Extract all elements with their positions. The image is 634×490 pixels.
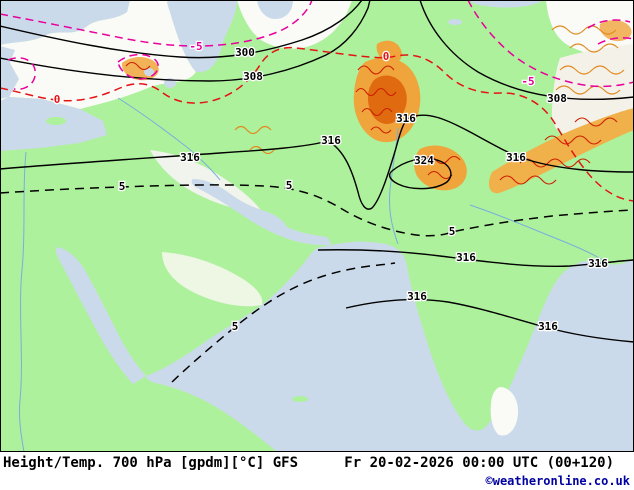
isotherm-0 <box>0 46 634 202</box>
contour-label: 316 <box>396 112 416 125</box>
terrain-contour <box>427 170 453 180</box>
height-contour-316 <box>0 114 634 210</box>
tibet-region <box>551 44 634 134</box>
terrain-contour <box>569 43 619 53</box>
contour-label: 316 <box>456 251 476 264</box>
contour-label: 5 <box>286 179 293 192</box>
lake-balkhash <box>468 0 545 8</box>
isotherm-minus5 <box>467 0 634 88</box>
height-contour-324 <box>388 157 452 190</box>
contour-label: 5 <box>449 225 456 238</box>
contour-label: 316 <box>180 151 200 164</box>
mesopotamia-desert <box>150 150 260 210</box>
isotherm-minus5 <box>117 53 159 80</box>
sri-lanka-island <box>490 387 519 436</box>
isotherm-minus5 <box>0 0 313 47</box>
contour-label: 5 <box>232 320 239 333</box>
height-contour-316 <box>317 249 634 268</box>
isotherm-minus5 <box>587 19 631 29</box>
map-title: Height/Temp. 700 hPa [gpdm][°C] GFS <box>3 455 299 471</box>
terrain-contour <box>555 85 621 95</box>
terrain-contour <box>574 117 618 127</box>
isotherm-5 <box>171 262 396 383</box>
cyprus-island <box>46 117 66 125</box>
contour-label: 0 <box>54 93 61 106</box>
terrain-contour <box>370 126 392 134</box>
copyright-notice: ©weatheronline.co.uk <box>485 474 631 488</box>
euphrates-river <box>117 97 221 181</box>
persian-gulf <box>191 179 332 246</box>
contour-label: -5 <box>521 75 534 88</box>
contour-label: 316 <box>588 257 608 270</box>
map-datetime: Fr 20-02-2026 00:00 UTC (00+120) <box>344 455 614 471</box>
height-contour-308 <box>419 0 634 101</box>
contour-label: 0 <box>383 50 390 63</box>
karakoram-core <box>367 75 407 124</box>
contour-label: 5 <box>119 180 126 193</box>
isotherm-minus5 <box>597 37 634 45</box>
terrain-contour <box>423 155 461 165</box>
terrain-contour <box>234 125 272 135</box>
terrain-contour <box>125 61 151 71</box>
lake-issyk-kul <box>448 19 462 25</box>
contour-label: 324 <box>414 154 434 167</box>
terrain-contour <box>544 135 602 145</box>
height-contour-300 <box>0 0 363 59</box>
weather-map: 300 308 308 316 316 316 324 316 316 316 … <box>0 0 634 452</box>
red-sea <box>55 247 146 384</box>
arabian-desert <box>162 252 263 307</box>
contour-label: 308 <box>547 92 567 105</box>
height-contour-316 <box>345 298 634 343</box>
terrain-contour <box>559 65 625 75</box>
himalaya-band <box>488 108 634 194</box>
caspian-sea <box>167 0 237 73</box>
contour-label: 300 <box>235 46 255 59</box>
terrain-contour <box>357 65 395 75</box>
contour-label: 316 <box>321 134 341 147</box>
contour-label: 308 <box>243 70 263 83</box>
ganges-river <box>469 204 607 263</box>
socotra-island <box>292 396 308 402</box>
anatolia-highland <box>0 0 196 109</box>
isotherm-minus5 <box>7 57 36 90</box>
aral-sea <box>257 0 293 19</box>
terrain-contour <box>355 87 397 97</box>
weather-map-canvas: 300 308 308 316 316 316 324 316 316 316 … <box>0 0 634 452</box>
terrain-contour <box>499 175 557 185</box>
contour-label: 316 <box>538 320 558 333</box>
isotherm-5 <box>0 184 634 237</box>
tarim-region <box>546 0 634 57</box>
contour-label: 316 <box>506 151 526 164</box>
terrain-contour <box>361 107 393 117</box>
terrain-contour <box>551 25 617 35</box>
pamir-mountains <box>376 40 402 64</box>
lake-van <box>144 68 154 76</box>
nile-river <box>19 151 27 452</box>
contour-label: -5 <box>189 40 202 53</box>
contour-label: 316 <box>407 290 427 303</box>
height-contour-308 <box>0 0 371 82</box>
caption-bar: Height/Temp. 700 hPa [gpdm][°C] GFS Fr 2… <box>0 452 634 490</box>
